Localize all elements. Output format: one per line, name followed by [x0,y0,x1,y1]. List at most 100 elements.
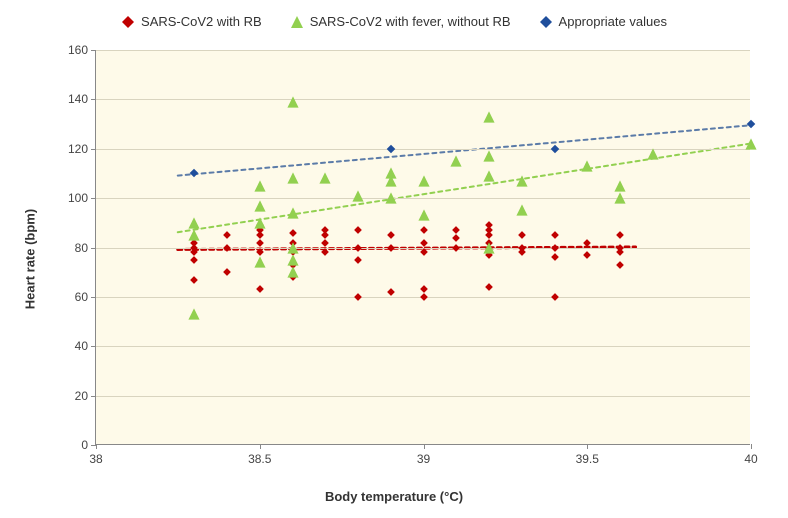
xtick-label: 38.5 [248,444,271,466]
data-point-fever-no-rb [319,172,332,185]
legend-label: Appropriate values [559,14,667,29]
data-point-rb [550,231,559,240]
data-point-fever-no-rb [188,229,201,242]
data-point-fever-no-rb [483,110,496,123]
data-point-appropriate [386,144,396,154]
data-point-fever-no-rb [286,241,299,254]
legend-item-appropriate: Appropriate values [539,14,667,29]
ytick-label: 100 [68,191,96,205]
data-point-rb [354,226,363,235]
data-point-appropriate [746,119,756,129]
data-point-appropriate [550,144,560,154]
data-point-rb [255,285,264,294]
plot-area: 0204060801001201401603838.53939.540 [95,50,750,445]
data-point-rb [354,292,363,301]
ytick-label: 20 [75,389,96,403]
data-point-fever-no-rb [483,169,496,182]
data-point-fever-no-rb [515,174,528,187]
data-point-rb [419,226,428,235]
data-point-rb [321,248,330,257]
legend: SARS-CoV2 with RB SARS-CoV2 with fever, … [0,14,788,29]
legend-item-rb: SARS-CoV2 with RB [121,14,262,29]
data-point-fever-no-rb [286,253,299,266]
data-point-fever-no-rb [745,137,758,150]
xtick-label: 39.5 [576,444,599,466]
gridline [96,396,750,397]
data-point-fever-no-rb [188,216,201,229]
data-point-rb [386,243,395,252]
data-point-rb [223,268,232,277]
data-point-rb [386,231,395,240]
data-point-fever-no-rb [483,150,496,163]
data-point-fever-no-rb [352,189,365,202]
data-point-rb [616,260,625,269]
data-point-fever-no-rb [417,174,430,187]
ytick-label: 40 [75,339,96,353]
legend-label: SARS-CoV2 with fever, without RB [310,14,511,29]
data-point-rb [550,243,559,252]
data-point-fever-no-rb [286,172,299,185]
data-point-rb [190,275,199,284]
data-point-fever-no-rb [417,209,430,222]
data-point-rb [485,221,494,230]
data-point-rb [354,243,363,252]
data-point-rb [223,231,232,240]
xtick-label: 39 [417,444,430,466]
data-point-fever-no-rb [253,256,266,269]
gridline [96,346,750,347]
data-point-fever-no-rb [384,192,397,205]
ytick-label: 120 [68,142,96,156]
data-point-fever-no-rb [253,179,266,192]
data-point-rb [550,292,559,301]
data-point-fever-no-rb [614,192,627,205]
legend-item-fever: SARS-CoV2 with fever, without RB [290,14,511,29]
ytick-label: 140 [68,92,96,106]
data-point-fever-no-rb [286,95,299,108]
data-point-fever-no-rb [253,216,266,229]
y-axis-label: Heart rate (bpm) [23,209,38,309]
data-point-rb [550,253,559,262]
data-point-rb [452,243,461,252]
data-point-fever-no-rb [614,179,627,192]
data-point-appropriate [189,168,199,178]
data-point-rb [616,231,625,240]
data-point-rb [517,243,526,252]
data-point-fever-no-rb [646,147,659,160]
data-point-rb [616,243,625,252]
data-point-rb [583,250,592,259]
data-point-rb [485,283,494,292]
chart-container: SARS-CoV2 with RB SARS-CoV2 with fever, … [0,0,788,518]
data-point-fever-no-rb [483,241,496,254]
diamond-icon [539,15,553,29]
legend-label: SARS-CoV2 with RB [141,14,262,29]
data-point-fever-no-rb [450,155,463,168]
data-point-rb [354,255,363,264]
data-point-rb [583,238,592,247]
data-point-fever-no-rb [286,266,299,279]
data-point-fever-no-rb [384,167,397,180]
gridline [96,99,750,100]
data-point-rb [288,228,297,237]
data-point-rb [386,287,395,296]
gridline [96,198,750,199]
diamond-icon [121,15,135,29]
data-point-fever-no-rb [515,204,528,217]
plot-wrap: 0204060801001201401603838.53939.540 [95,50,750,445]
triangle-icon [290,15,304,29]
data-point-fever-no-rb [253,199,266,212]
data-point-rb [452,226,461,235]
x-axis-label: Body temperature (°C) [325,489,463,504]
ytick-label: 80 [75,241,96,255]
data-point-fever-no-rb [581,160,594,173]
xtick-label: 40 [744,444,757,466]
ytick-label: 60 [75,290,96,304]
data-point-rb [223,243,232,252]
data-point-rb [419,238,428,247]
data-point-rb [419,248,428,257]
ytick-label: 160 [68,43,96,57]
data-point-rb [517,231,526,240]
data-point-rb [321,226,330,235]
xtick-label: 38 [89,444,102,466]
data-point-fever-no-rb [286,206,299,219]
data-point-fever-no-rb [188,308,201,321]
